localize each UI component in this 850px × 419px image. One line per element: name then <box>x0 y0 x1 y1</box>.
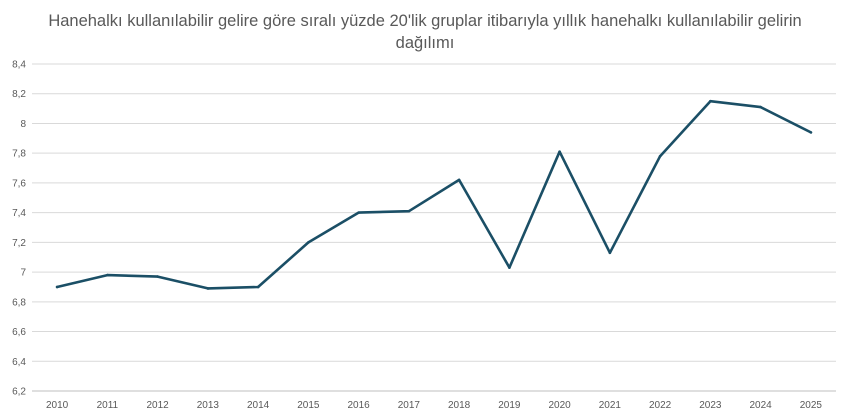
y-tick-label: 7,2 <box>12 238 26 249</box>
x-tick-label: 2011 <box>97 400 119 411</box>
x-tick-label: 2020 <box>549 400 572 411</box>
data-point <box>809 131 813 134</box>
data-point <box>206 287 210 290</box>
y-tick-label: 6,4 <box>12 357 26 368</box>
x-tick-label: 2021 <box>599 400 622 411</box>
data-point <box>709 99 712 103</box>
x-tick-label: 2013 <box>197 400 220 411</box>
chart-title-line-2: dağılımı <box>395 34 455 52</box>
x-tick-label: 2022 <box>649 400 672 411</box>
y-tick-label: 7,8 <box>12 149 26 160</box>
data-point <box>55 285 59 289</box>
x-tick-label: 2025 <box>800 400 823 411</box>
y-tick-label: 8,2 <box>12 89 26 100</box>
y-tick-label: 8 <box>20 119 26 130</box>
y-tick-label: 6,8 <box>12 297 26 308</box>
data-point <box>558 150 561 153</box>
x-tick-label: 2019 <box>498 400 521 411</box>
y-tick-label: 7 <box>20 268 26 279</box>
x-tick-label: 2012 <box>147 400 170 411</box>
data-point <box>156 275 159 278</box>
y-tick-label: 7,6 <box>12 178 26 189</box>
data-point <box>256 285 260 289</box>
x-tick-label: 2016 <box>348 400 371 411</box>
data-point <box>508 266 511 269</box>
x-tick-label: 2017 <box>398 400 421 411</box>
gridlines <box>32 63 836 392</box>
data-point <box>106 273 109 277</box>
y-tick-label: 8,4 <box>12 60 26 71</box>
data-point <box>407 209 411 213</box>
chart-title: Hanehalkı kullanılabilir gelire göre sır… <box>0 10 850 54</box>
data-point <box>307 241 310 244</box>
x-tick-label: 2010 <box>46 400 69 411</box>
y-axis-ticks: 6,2 6,4 6,6 6,8 7 7,2 7,4 7,6 7,8 8 8,2 8,4 <box>12 60 26 398</box>
series-line <box>55 99 813 290</box>
x-tick-label: 2024 <box>750 400 773 411</box>
chart-title-line-1: Hanehalkı kullanılabilir gelire göre sır… <box>48 12 802 30</box>
x-tick-label: 2018 <box>448 400 471 411</box>
y-tick-label: 7,4 <box>12 208 26 219</box>
x-tick-label: 2015 <box>297 400 320 411</box>
series-group <box>55 99 813 290</box>
data-point <box>759 105 762 109</box>
y-tick-label: 6,6 <box>12 327 26 338</box>
data-point <box>457 178 461 182</box>
x-axis-ticks: 2010 2011 2012 2013 2014 2015 2016 2017 2018 2019… <box>46 400 822 411</box>
x-tick-label: 2023 <box>699 400 722 411</box>
x-tick-label: 2014 <box>247 400 270 411</box>
data-point <box>357 211 360 214</box>
y-tick-label: 6,2 <box>12 387 26 398</box>
data-point <box>658 154 662 158</box>
data-point <box>608 251 612 255</box>
